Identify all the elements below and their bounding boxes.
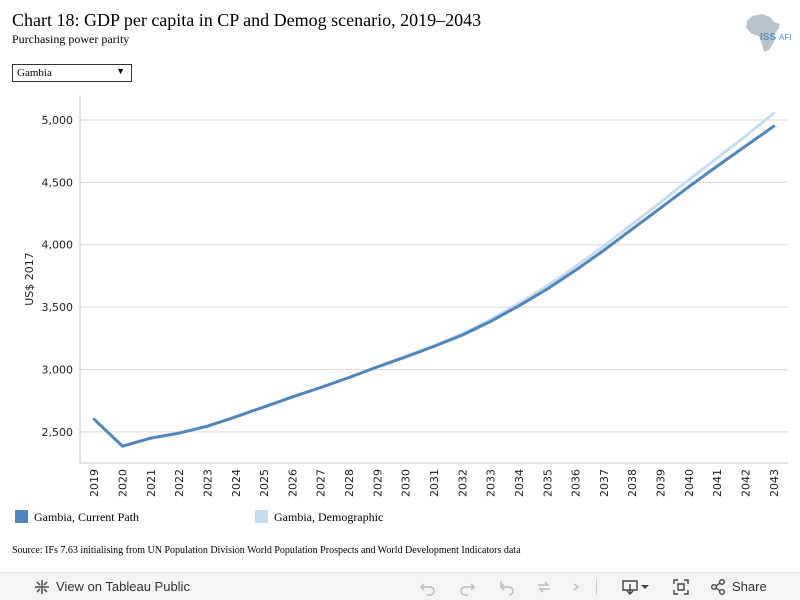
x-tick-label: 2024 [230,469,243,497]
toolbar-divider [596,579,597,595]
x-tick-label: 2043 [768,469,781,497]
download-icon[interactable] [621,578,639,596]
x-tick-label: 2026 [286,469,299,497]
redo-icon[interactable] [458,578,476,596]
legend-swatch-demographic [255,510,268,523]
y-axis-title: US$ 2017 [23,252,36,306]
x-tick-label: 2030 [400,469,413,497]
x-tick-label: 2032 [456,469,469,497]
series-line-demographic [92,111,776,448]
x-tick-label: 2027 [315,469,328,497]
dropdown-arrow-icon: ▼ [116,66,125,76]
x-tick-label: 2028 [343,469,356,497]
country-select-value: Gambia [17,67,52,79]
x-tick-label: 2020 [116,469,129,497]
africa-map-icon [746,14,780,52]
x-tick-label: 2036 [570,469,583,497]
x-tick-label: 2034 [513,469,526,497]
revert-icon[interactable] [498,578,516,596]
tableau-icon [35,580,49,594]
y-tick-label: 2,500 [42,426,74,439]
x-tick-label: 2039 [655,469,668,497]
download-chevron-icon[interactable] [639,578,651,596]
y-tick-label: 5,000 [42,114,74,127]
legend-item-current-path[interactable]: Gambia, Current Path [15,510,139,525]
pause-icon[interactable] [567,578,585,596]
refresh-icon[interactable] [535,578,553,596]
x-tick-label: 2025 [258,469,271,497]
source-note: Source: IFs 7.63 initialising from UN Po… [12,545,521,556]
x-tick-label: 2029 [371,469,384,497]
y-tick-label: 3,000 [42,363,74,376]
x-tick-label: 2033 [485,469,498,497]
legend-item-demographic[interactable]: Gambia, Demographic [255,510,383,525]
fullscreen-icon[interactable] [672,578,690,596]
share-icon[interactable] [709,578,727,596]
y-tick-label: 3,500 [42,301,74,314]
x-tick-label: 2021 [145,469,158,497]
country-select[interactable]: Gambia ▼ [12,64,132,82]
view-on-tableau-link[interactable]: View on Tableau Public [56,579,190,594]
y-tick-label: 4,500 [42,176,74,189]
tableau-toolbar: View on Tableau Public Share [0,572,800,600]
x-tick-label: 2031 [428,469,441,497]
x-tick-label: 2038 [626,469,639,497]
legend-swatch-current-path [15,510,28,523]
logo-text: ISS [760,32,776,43]
legend-label-current-path: Gambia, Current Path [34,510,139,524]
chart-subtitle: Purchasing power parity [12,32,130,46]
undo-icon[interactable] [419,578,437,596]
chart-title: Chart 18: GDP per capita in CP and Demog… [12,10,482,30]
x-tick-label: 2040 [683,469,696,497]
logo-text-2: AFI [779,33,791,42]
x-tick-label: 2037 [598,469,611,497]
iss-africa-logo: ISS AFI [746,14,791,52]
legend-label-demographic: Gambia, Demographic [274,510,384,524]
x-tick-label: 2019 [88,469,101,497]
y-tick-label: 4,000 [42,239,74,252]
x-tick-label: 2041 [711,469,724,497]
share-button[interactable]: Share [732,579,767,594]
x-tick-label: 2035 [541,469,554,497]
x-tick-label: 2042 [740,469,753,497]
x-tick-label: 2022 [173,469,186,497]
line-chart: 2,500 3,000 3,500 4,000 4,500 5,000 US$ 2017 20… [23,95,788,497]
series-line-current-path [92,124,776,448]
x-tick-label: 2023 [201,469,214,497]
